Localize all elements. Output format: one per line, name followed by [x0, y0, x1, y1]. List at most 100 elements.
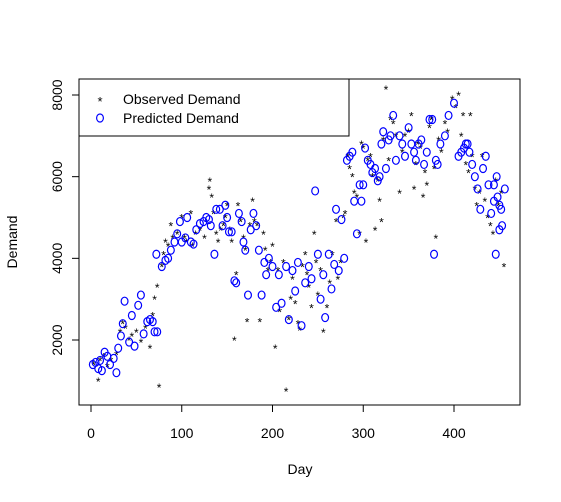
predicted-point	[420, 159, 429, 170]
predicted-point	[497, 204, 506, 214]
legend-star-icon: *	[97, 94, 102, 109]
predicted-point	[404, 123, 413, 133]
y-axis: 2000 4000 6000 8000	[49, 79, 80, 356]
predicted-point	[210, 249, 219, 259]
predicted-point	[493, 192, 502, 202]
observed-point: *	[347, 163, 352, 177]
predicted-point	[324, 249, 333, 259]
observed-point: *	[477, 187, 482, 201]
observed-point: *	[439, 146, 444, 160]
predicted-point	[291, 286, 300, 296]
predicted-point	[391, 155, 400, 165]
predicted-point	[97, 366, 106, 376]
predicted-point	[254, 245, 263, 255]
predicted-point	[433, 159, 442, 170]
predicted-point	[232, 278, 241, 288]
predicted-point	[334, 265, 343, 276]
observed-point: *	[421, 191, 426, 205]
observed-point: *	[163, 236, 168, 250]
predicted-point	[411, 155, 420, 165]
observed-point: *	[188, 207, 193, 221]
x-tick-label: 0	[87, 425, 95, 441]
observed-point: *	[223, 212, 228, 226]
observed-point: *	[321, 326, 326, 340]
observed-point: *	[236, 199, 241, 213]
observed-point: *	[359, 138, 364, 152]
predicted-point	[479, 163, 488, 174]
observed-point: *	[284, 385, 289, 399]
y-tick-label: 2000	[49, 324, 65, 355]
predicted-point	[377, 139, 386, 149]
predicted-point	[417, 135, 426, 145]
predicted-point	[164, 253, 173, 263]
observed-point: *	[155, 281, 160, 295]
predicted-point	[175, 216, 184, 227]
observed-point: *	[257, 316, 262, 330]
observed-point: *	[234, 269, 239, 283]
predicted-point	[215, 204, 224, 214]
observed-point: *	[305, 269, 310, 283]
y-tick-label: 6000	[49, 161, 65, 192]
observed-point: *	[184, 236, 189, 250]
observed-point: *	[423, 167, 428, 181]
predicted-point	[468, 159, 477, 170]
observed-point: *	[432, 163, 437, 177]
predicted-point	[301, 278, 310, 288]
legend-circle-icon	[95, 113, 104, 123]
observed-point: *	[270, 240, 275, 254]
legend-label-predicted: Predicted Demand	[123, 110, 239, 126]
observed-point: *	[263, 244, 268, 258]
x-axis: 0 100 200 300 400	[87, 404, 466, 441]
observed-point: *	[118, 326, 123, 340]
observed-point: *	[338, 256, 343, 270]
predicted-point	[125, 337, 134, 347]
predicted-point	[489, 180, 498, 190]
predicted-point	[332, 204, 341, 214]
predicted-point	[134, 300, 143, 310]
observed-point: *	[247, 220, 252, 234]
observed-point: *	[427, 122, 432, 136]
predicted-point	[444, 110, 453, 121]
predicted-point	[234, 208, 243, 219]
observed-point: *	[130, 330, 135, 344]
y-tick-label: 8000	[49, 79, 65, 110]
observed-point: *	[418, 142, 423, 156]
x-tick-label: 200	[261, 425, 285, 441]
predicted-point	[500, 184, 509, 194]
observed-point: *	[216, 236, 221, 250]
observed-point: *	[373, 224, 378, 238]
predicted-point	[282, 261, 291, 272]
observed-point: *	[276, 265, 281, 279]
observed-point: *	[214, 228, 219, 242]
observed-point: *	[261, 228, 266, 242]
observed-point: *	[443, 118, 448, 132]
observed-point: *	[361, 142, 366, 156]
observed-point: *	[325, 301, 330, 315]
observed-point: *	[96, 375, 101, 389]
observed-point: *	[343, 207, 348, 221]
x-tick-label: 400	[442, 425, 466, 441]
predicted-point	[352, 229, 361, 239]
observed-point: *	[370, 171, 375, 185]
predicted-point	[241, 245, 250, 255]
predicted-point	[109, 353, 118, 363]
predicted-point	[371, 163, 380, 174]
predicted-point	[359, 180, 368, 190]
observed-point: *	[388, 114, 393, 128]
observed-point: *	[409, 109, 414, 123]
predicted-point	[257, 290, 266, 300]
predicted-point	[284, 314, 293, 325]
observed-point: *	[412, 183, 417, 197]
predicted-point	[224, 227, 233, 237]
predicted-point	[481, 151, 490, 161]
observed-point: *	[127, 334, 132, 348]
observed-point: *	[175, 228, 180, 242]
predicted-point	[407, 139, 416, 149]
predicted-point	[321, 312, 330, 323]
observed-point: *	[379, 216, 384, 230]
x-axis-label: Day	[288, 461, 313, 477]
observed-point: *	[139, 336, 144, 350]
observed-point: *	[293, 297, 298, 311]
predicted-point	[311, 186, 320, 196]
